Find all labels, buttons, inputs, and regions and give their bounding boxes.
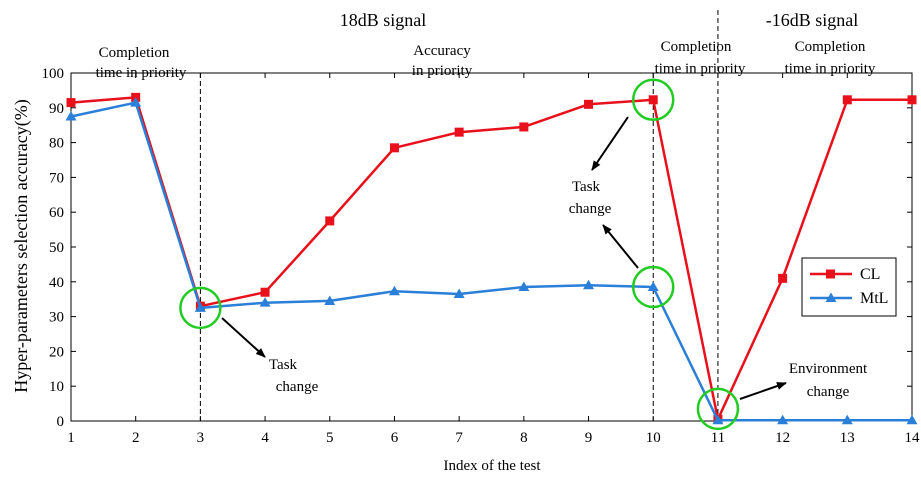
series-cl-point bbox=[454, 127, 464, 137]
y-tick-label: 70 bbox=[49, 170, 64, 186]
axes: 1 2 3 4 5 6 7 8 9 10 11 12 13 14010203040506070809010… bbox=[42, 66, 921, 446]
y-tick-label: 100 bbox=[42, 66, 65, 82]
series-cl-point bbox=[907, 95, 917, 105]
annotation-completion-2-line2: time in priority bbox=[655, 61, 746, 77]
series-mtl-point bbox=[518, 281, 530, 292]
x-tick-label: 13 bbox=[840, 430, 855, 446]
series-mtl-point bbox=[388, 285, 400, 296]
arrow-env-change bbox=[739, 382, 787, 400]
legend: CL MtL bbox=[801, 257, 897, 317]
series-cl-point bbox=[325, 216, 335, 226]
x-tick-label: 4 bbox=[261, 430, 269, 446]
x-tick-label: 3 bbox=[197, 430, 205, 446]
series-mtl-line bbox=[70, 101, 912, 422]
series-cl-point bbox=[66, 98, 76, 108]
legend-mtl-marker bbox=[825, 292, 837, 302]
annotation-completion-1-line1: Completion bbox=[99, 45, 170, 61]
series-mtl-point bbox=[583, 279, 595, 290]
legend-mtl-label: MtL bbox=[860, 290, 888, 307]
data-series bbox=[65, 92, 918, 425]
series-mtl-point bbox=[841, 414, 853, 425]
x-axis-label: Index of the test bbox=[443, 458, 541, 474]
x-tick-label: 1 bbox=[67, 430, 75, 446]
separator-lines bbox=[199, 10, 719, 421]
series-mtl-point bbox=[712, 414, 724, 425]
legend-cl-label: CL bbox=[860, 266, 880, 283]
series-mtl-point bbox=[130, 97, 142, 107]
y-tick-label: 80 bbox=[49, 136, 64, 152]
x-tick-label: 9 bbox=[585, 430, 593, 446]
annotation-env-change-line1: Environment bbox=[789, 361, 868, 377]
series-mtl-point bbox=[194, 302, 206, 312]
highlight-circle bbox=[631, 78, 675, 122]
y-tick-label: 0 bbox=[57, 414, 65, 430]
x-tick-label: 11 bbox=[711, 430, 725, 446]
x-tick-label: 2 bbox=[132, 430, 140, 446]
arrow-task-change-top bbox=[591, 116, 629, 171]
x-tick-label: 12 bbox=[775, 430, 790, 446]
series-mtl-point bbox=[777, 414, 789, 425]
annotation-completion-2-line1: Completion bbox=[661, 39, 732, 55]
region-label-18db: 18dB signal bbox=[340, 10, 427, 30]
series-cl-point bbox=[519, 122, 529, 132]
y-tick-label: 30 bbox=[49, 310, 64, 326]
annotation-accuracy-line1: Accuracy bbox=[413, 43, 471, 59]
y-tick-label: 90 bbox=[49, 101, 64, 117]
series-mtl-point bbox=[453, 288, 465, 298]
y-tick-label: 40 bbox=[49, 275, 64, 291]
series-cl-point bbox=[648, 95, 658, 105]
x-tick-label: 5 bbox=[326, 430, 334, 446]
annotation-task-change-1-line1: Task bbox=[269, 357, 298, 373]
y-tick-label: 60 bbox=[49, 205, 64, 221]
y-tick-label: 10 bbox=[49, 379, 64, 395]
arrow-task-change-1 bbox=[221, 317, 266, 358]
legend-cl-marker bbox=[826, 269, 835, 279]
series-mtl-point bbox=[906, 414, 918, 425]
region-label-minus16db: -16dB signal bbox=[766, 10, 859, 30]
annotation-completion-3-line1: Completion bbox=[795, 39, 866, 55]
highlight-circles bbox=[179, 78, 740, 431]
series-cl-point bbox=[260, 287, 270, 297]
x-tick-label: 14 bbox=[905, 430, 921, 446]
annotation-task-change-1-line2: change bbox=[276, 379, 319, 395]
series-cl-point bbox=[389, 143, 399, 153]
annotation-task-change-2-line1: Task bbox=[572, 179, 601, 195]
series-mtl-point bbox=[259, 297, 271, 307]
annotation-task-change-2-line2: change bbox=[569, 201, 612, 217]
x-tick-label: 7 bbox=[455, 430, 463, 446]
series-cl-point bbox=[842, 95, 852, 105]
legend-box bbox=[801, 257, 897, 317]
highlight-circle bbox=[696, 387, 740, 431]
series-mtl-point bbox=[647, 281, 659, 292]
annotation-env-change-line2: change bbox=[807, 384, 850, 400]
y-tick-label: 20 bbox=[49, 344, 64, 360]
y-tick-label: 50 bbox=[49, 240, 64, 256]
series-cl-line bbox=[70, 96, 912, 421]
highlight-circle bbox=[179, 286, 222, 330]
series-cl-point bbox=[584, 99, 594, 109]
highlight-circle bbox=[631, 265, 675, 309]
arrow-task-change-bottom bbox=[602, 224, 639, 269]
series-mtl-point bbox=[324, 295, 336, 305]
annotation-completion-3-line2: time in priority bbox=[785, 61, 876, 77]
x-tick-label: 8 bbox=[520, 430, 528, 446]
series-cl-point bbox=[778, 273, 788, 283]
plot-frame bbox=[70, 72, 913, 422]
x-tick-label: 6 bbox=[391, 430, 399, 446]
x-tick-label: 10 bbox=[646, 430, 661, 446]
series-mtl-point bbox=[65, 111, 77, 121]
y-axis-label: Hyper-parameters selection accuracy(%) bbox=[11, 99, 32, 392]
annotation-accuracy-line2: in priority bbox=[412, 63, 473, 79]
